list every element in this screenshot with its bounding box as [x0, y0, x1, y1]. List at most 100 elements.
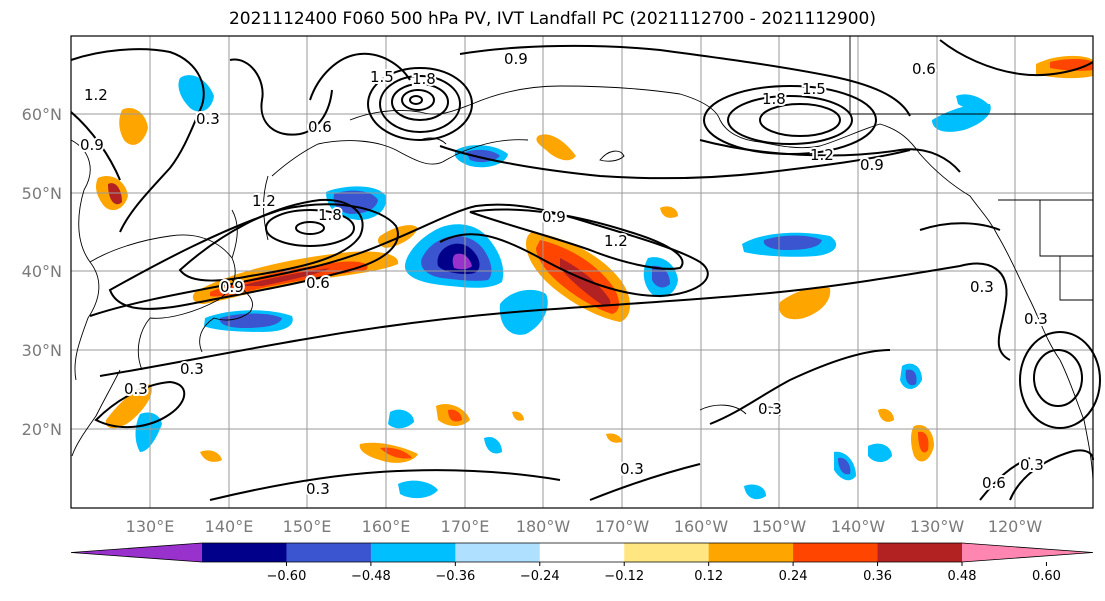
colorbar-bin [202, 543, 287, 562]
neg-anomaly-1d [452, 253, 472, 270]
lon-label: 170°E [441, 517, 490, 536]
pos-anomaly-10b [918, 431, 929, 453]
contour-label: 1.2 [252, 192, 276, 210]
contour-label: 0.6 [982, 474, 1006, 492]
lat-label: 40°N [22, 262, 62, 281]
colorbar-tick-label: 0.24 [779, 569, 808, 584]
colorbar-extend-min [71, 543, 202, 562]
contour-ring-5 [409, 95, 423, 105]
latitude-labels: 60°N 50°N 40°N 30°N 20°N [22, 105, 62, 439]
contour-label: 1.5 [370, 68, 394, 86]
contour-label: 1.2 [84, 86, 108, 104]
pos-anomaly-13 [606, 433, 622, 443]
neg-anomaly-17 [932, 103, 991, 132]
contour-ne-1 [919, 222, 1001, 231]
pos-anomaly-14 [660, 206, 678, 218]
contour-0-3-south [209, 469, 561, 501]
contour-0-6-ne [939, 39, 1094, 77]
contour-label: 0.6 [306, 274, 330, 292]
contour-label: 0.6 [912, 60, 936, 78]
lon-label: 140°W [831, 517, 886, 536]
contour-label: 0.6 [308, 118, 332, 136]
graticule [71, 36, 1093, 508]
neg-anomaly-3b [333, 190, 378, 214]
lon-label: 160°E [362, 517, 411, 536]
contour-ring-7 [727, 95, 853, 145]
pos-anomaly-9 [200, 450, 222, 462]
contour-labels: 1.2 0.9 0.6 0.3 1.5 1.8 0.9 0.6 1.5 1.8 … [78, 48, 1050, 500]
pos-anomaly-11 [878, 408, 894, 422]
colorbar-tick-label: −0.12 [604, 569, 644, 584]
colorbar-bin [877, 543, 963, 562]
pos-anomaly-12 [512, 411, 524, 421]
longitude-labels: 130°E 140°E 150°E 160°E 170°E 180°W 170°… [126, 517, 1043, 536]
contour-ring-1 [367, 67, 473, 141]
contour-label: 0.9 [504, 50, 528, 68]
colorbar-tick-label: 0.36 [863, 569, 892, 584]
neg-anomaly-14 [868, 443, 892, 462]
contour-0-9-top [459, 44, 911, 117]
neg-anomaly-2b [219, 313, 282, 328]
neg-anomaly-16 [178, 75, 214, 112]
lon-label: 130°E [126, 517, 175, 536]
colorbar-bin [793, 543, 879, 562]
pos-anomaly-6 [105, 384, 152, 429]
contour-0-3-north [229, 58, 333, 136]
lon-label: 180°W [516, 517, 571, 536]
contour-label: 1.2 [810, 146, 834, 164]
contour-label: 1.8 [762, 90, 786, 108]
contour-label: 0.3 [620, 460, 644, 478]
colorbar-bin [370, 543, 456, 562]
contour-0-3-se2 [979, 457, 1031, 501]
neg-anomaly-15 [744, 484, 766, 500]
lat-label: 60°N [22, 105, 62, 124]
contour-label: 1.8 [318, 206, 342, 224]
lon-label: 160°W [674, 517, 729, 536]
contour-label: 0.3 [1020, 456, 1044, 474]
contour-0-6-mid [89, 203, 709, 317]
contour-ring-9 [1019, 331, 1101, 429]
contour-label: 0.3 [1024, 310, 1048, 328]
contour-label: 0.3 [180, 360, 204, 378]
contour-0-3-east [959, 262, 1011, 361]
contour-ring-8 [759, 103, 841, 137]
contour-0-3-mid [99, 265, 961, 377]
contour-label: 0.3 [758, 400, 782, 418]
lon-label: 130°W [910, 517, 965, 536]
colorbar-tick-label: 0.60 [1032, 569, 1061, 584]
contour-label: 0.3 [306, 480, 330, 498]
neg-anomaly-10 [398, 480, 438, 499]
pos-anomaly-4 [536, 134, 576, 161]
contour-ring-4 [401, 89, 435, 111]
contour-0-9-west [70, 111, 121, 181]
pos-anomaly-15 [119, 108, 148, 145]
lat-label: 30°N [22, 341, 62, 360]
colorbar: −0.60 −0.48 −0.36 −0.24 −0.12 0.12 0.24 0.36 0.4… [70, 542, 1094, 584]
neg-anomaly-9 [388, 409, 414, 429]
contour-0-6-north [309, 52, 411, 101]
contour-label: 0.3 [196, 110, 220, 128]
neg-anomaly-12b [905, 369, 917, 386]
contour-label: 0.9 [80, 136, 104, 154]
pos-anomaly-8b [380, 447, 412, 459]
contour-0-9-mid [439, 145, 911, 180]
colorbar-tick-label: −0.60 [267, 569, 307, 584]
contour-label: 1.2 [604, 232, 628, 250]
neg-anomaly-13b [838, 457, 851, 475]
map-title: 2021112400 F060 500 hPa PV, IVT Landfall… [228, 9, 876, 29]
neg-anomaly-7 [499, 289, 548, 335]
contour-1-5-japan [265, 209, 355, 247]
contour-label: 1.5 [802, 80, 826, 98]
contour-ring-2 [379, 75, 461, 133]
contour-0-3-east2 [709, 349, 891, 425]
contour-1-2-west [70, 48, 205, 233]
colorbar-extend-max [962, 543, 1093, 562]
colorbar-tick-label: 0.48 [948, 569, 977, 584]
coastlines [70, 36, 1094, 481]
neg-anomaly-5b [763, 235, 822, 250]
contour-ring-3 [391, 83, 449, 121]
contour-0-3-se [589, 463, 701, 501]
colorbar-tick-label: −0.48 [351, 569, 391, 584]
pos-anomaly-5 [779, 286, 831, 320]
contour-label: 0.3 [970, 278, 994, 296]
